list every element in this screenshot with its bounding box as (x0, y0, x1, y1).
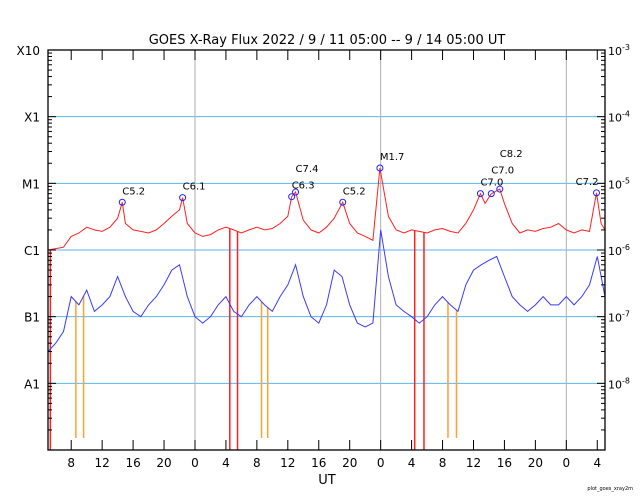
flare-marker (339, 198, 347, 206)
x-tick-label: 0 (191, 456, 199, 470)
right-axis-flux-label: 10-5 (608, 176, 630, 191)
left-axis-class-label: X10 (17, 44, 41, 58)
x-tick-label: 12 (95, 456, 110, 470)
x-tick-label: 4 (222, 456, 230, 470)
left-axis-class-label: A1 (24, 377, 40, 391)
x-tick-label: 20 (528, 456, 543, 470)
left-axis-class-label: B1 (24, 311, 40, 325)
short-channel-line (47, 229, 606, 352)
flare-marker (292, 188, 300, 196)
flare-marker (118, 198, 126, 206)
left-axis-class-label: M1 (22, 177, 40, 191)
right-axis-flux-label: 10-4 (608, 110, 630, 125)
flare-label: C5.2 (343, 186, 366, 197)
flare-label: C7.0 (491, 166, 514, 177)
right-axis-flux-label: 10-8 (608, 376, 630, 391)
left-axis-class-label: X1 (24, 111, 40, 125)
x-tick-label: 4 (408, 456, 416, 470)
flare-label: C7.2 (576, 177, 599, 188)
long-channel-line (47, 167, 606, 251)
x-tick-label: 8 (67, 456, 75, 470)
x-tick-label: 4 (593, 456, 601, 470)
flare-marker (496, 185, 504, 193)
right-axis-flux-label: 10-3 (608, 43, 630, 58)
left-axis-class-label: C1 (24, 244, 40, 258)
x-tick-label: 20 (156, 456, 171, 470)
flare-label: C6.3 (292, 181, 315, 192)
chart-title: GOES X-Ray Flux 2022 / 9 / 11 05:00 -- 9… (149, 33, 506, 48)
flare-label: C7.4 (296, 164, 319, 175)
flare-marker (376, 164, 384, 172)
x-tick-label: 16 (125, 456, 140, 470)
x-tick-label: 8 (253, 456, 261, 470)
x-tick-label: 8 (439, 456, 447, 470)
flare-label: C8.2 (500, 149, 523, 160)
flare-marker (487, 190, 495, 198)
right-axis-flux-label: 10-7 (608, 310, 630, 325)
x-axis-label: UT (318, 473, 336, 488)
flare-label: M1.7 (380, 152, 405, 163)
x-tick-label: 0 (377, 456, 385, 470)
footnote: plot_goes_xray2m (587, 486, 633, 492)
flare-marker (179, 194, 187, 202)
x-tick-label: 12 (280, 456, 295, 470)
x-tick-label: 12 (466, 456, 481, 470)
flare-marker (288, 193, 296, 201)
flare-label: C5.2 (122, 186, 145, 197)
x-tick-label: 0 (562, 456, 570, 470)
right-axis-flux-label: 10-6 (608, 243, 630, 258)
flare-label: C7.0 (480, 178, 503, 189)
x-tick-label: 16 (497, 456, 512, 470)
x-tick-label: 16 (311, 456, 326, 470)
flare-label: C6.1 (183, 182, 206, 193)
flare-marker (476, 190, 484, 198)
flare-marker (592, 189, 600, 197)
x-tick-label: 20 (342, 456, 357, 470)
